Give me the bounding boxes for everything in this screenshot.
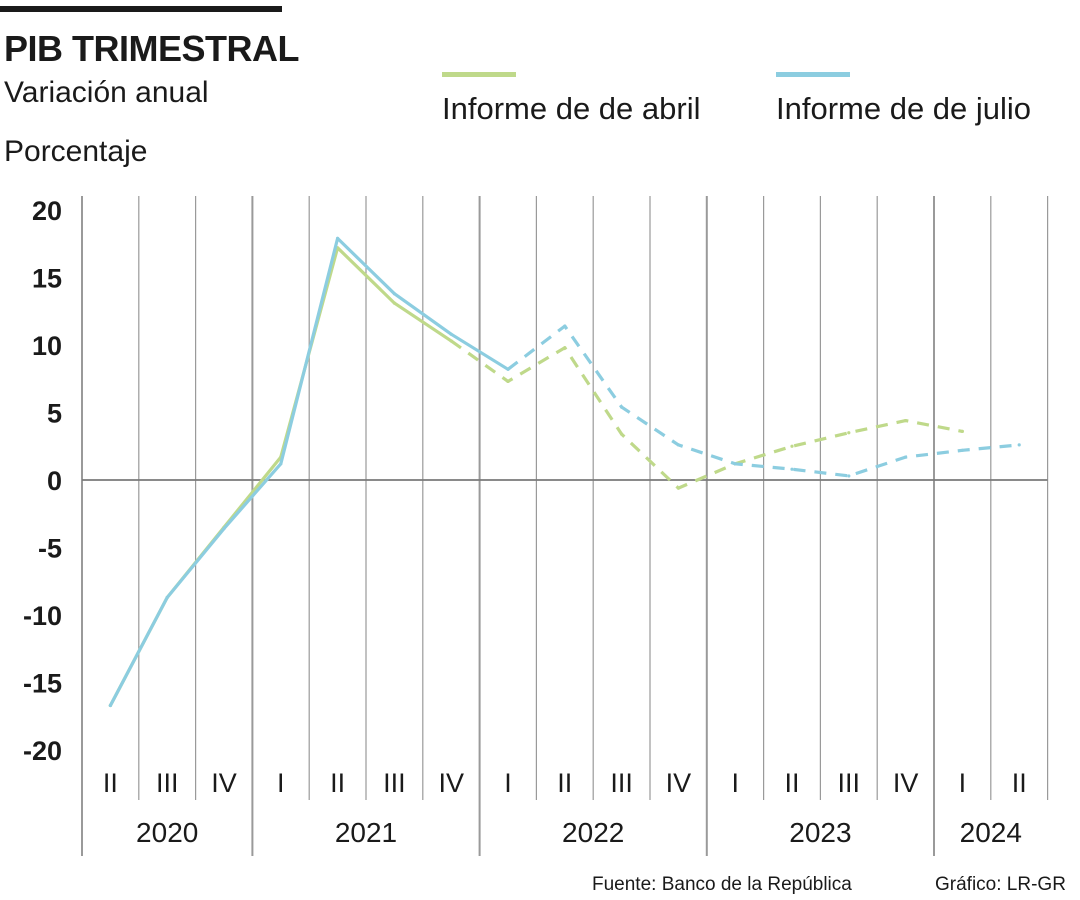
series-line-solid-0 [108,246,453,708]
x-quarter-label: II [557,768,572,798]
data-point [620,405,624,409]
x-quarter-label: I [504,768,512,798]
y-tick-label: 0 [47,466,62,496]
data-point [733,462,737,466]
y-tick-label: 5 [47,399,62,429]
series-line-dashed-1 [507,324,1020,478]
data-point [904,455,908,459]
x-quarter-label: III [610,768,633,798]
data-point [1017,443,1021,447]
data-point [960,448,965,452]
x-quarter-label: I [959,768,967,798]
chart-subtitle: Variación anual [4,76,209,109]
x-quarter-label: IV [893,768,919,798]
x-quarter-label: II [330,768,345,798]
data-point [449,332,453,336]
y-tick-label: -15 [23,669,62,699]
data-point [790,467,794,471]
y-tick-label: 15 [32,264,62,294]
x-quarter-label: IV [211,768,237,798]
data-point [506,379,510,384]
x-quarter-label: III [383,768,406,798]
legend-swatch-julio [776,72,850,77]
title-accent-bar [0,6,282,12]
x-year-label: 2023 [789,817,851,848]
x-quarter-label: III [838,768,861,798]
data-point [847,431,851,435]
y-axis-unit-label: Porcentaje [4,135,148,168]
data-point [790,444,794,448]
y-tick-label: 20 [32,196,62,226]
data-point [904,419,908,423]
series-line-dashed-0 [450,339,963,490]
x-quarter-label: IV [666,768,692,798]
data-point [506,367,510,371]
x-quarter-label: II [103,768,118,798]
data-point [676,443,681,447]
data-point [960,429,965,433]
x-year-label: 2021 [335,817,397,848]
x-quarter-label: III [156,768,179,798]
legend-label-abril: Informe de de abril [442,91,701,126]
series-line-solid-1 [108,236,510,708]
data-point [392,292,396,296]
x-year-label: 2020 [136,817,198,848]
x-quarter-label: II [1012,768,1027,798]
data-point [392,301,396,305]
x-year-label: 2024 [960,817,1022,848]
data-point [279,462,283,466]
data-point [563,346,567,350]
y-tick-label: -5 [38,534,62,564]
legend-item-julio: Informe de de julio [776,72,1031,127]
data-point [165,595,169,600]
legend-swatch-abril [442,72,516,77]
credit-note: Gráfico: LR-GR [935,874,1066,895]
data-point [222,527,226,531]
x-year-label: 2022 [562,817,624,848]
data-point [108,703,112,708]
x-quarter-label: I [731,768,739,798]
data-point [847,474,851,478]
legend-item-abril: Informe de de abril [442,72,700,127]
data-point [563,324,567,328]
data-point [336,236,340,240]
y-tick-label: -10 [23,601,62,631]
x-quarter-label: II [784,768,799,798]
data-point [620,432,624,436]
legend-label-julio: Informe de de julio [776,91,1032,126]
x-quarter-label: IV [438,768,464,798]
y-tick-label: -20 [23,736,62,766]
x-quarter-label: I [277,768,285,798]
source-note: Fuente: Banco de la República [592,874,852,895]
data-point [676,486,681,490]
data-point [449,339,453,343]
chart-title: PIB TRIMESTRAL [4,28,300,69]
y-tick-label: 10 [32,331,62,361]
